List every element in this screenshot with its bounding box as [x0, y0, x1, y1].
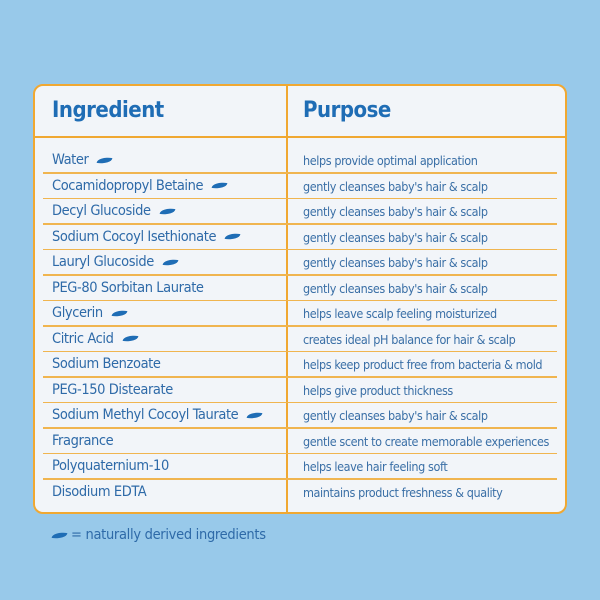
- table-row: PEG-150 Distearate helps give product thi…: [35, 378, 565, 404]
- ingredient-name: Cocamidopropyl Betaine: [52, 177, 228, 194]
- ingredient-label: PEG-80 Sorbitan Laurate: [52, 279, 204, 296]
- ingredient-name: Polyquaternium-10: [52, 458, 169, 474]
- purpose-text: helps give product thickness: [303, 382, 453, 398]
- ingredient-label: Citric Acid: [52, 330, 114, 347]
- ingredient-name: PEG-80 Sorbitan Laurate: [52, 280, 204, 296]
- purpose-text: gently cleanses baby's hair & scalp: [303, 178, 488, 194]
- purpose-column-header: Purpose: [303, 98, 391, 123]
- legend: = naturally derived ingredients: [51, 527, 266, 543]
- leaf-icon: [97, 155, 113, 165]
- purpose-text: maintains product freshness & quality: [303, 484, 503, 500]
- purpose-text: gently cleanses baby's hair & scalp: [303, 408, 488, 423]
- purpose-text: helps leave hair feeling soft: [303, 459, 448, 474]
- ingredient-label: Cocamidopropyl Betaine: [52, 177, 204, 194]
- column-divider: [286, 86, 288, 512]
- ingredient-label: Fragrance: [52, 432, 114, 449]
- table-row: Lauryl Glucoside gently cleanses baby's h…: [35, 250, 565, 276]
- ingredient-name: Citric Acid: [52, 331, 138, 347]
- table-row: Sodium Methyl Cocoyl Taurate gently clean…: [35, 403, 565, 429]
- ingredient-name: Water: [52, 152, 113, 168]
- table-row: Citric Acid creates ideal pH balance for …: [35, 327, 565, 353]
- ingredient-label: Polyquaternium-10: [52, 458, 169, 474]
- purpose-text: helps keep product free from bacteria & …: [303, 357, 543, 372]
- leaf-icon: [111, 308, 128, 318]
- ingredient-name: Fragrance: [52, 432, 114, 449]
- leaf-icon: [211, 180, 228, 191]
- leaf-icon: [122, 333, 138, 344]
- table-row: Decyl Glucoside gently cleanses baby's ha…: [35, 199, 565, 225]
- table-row: Disodium EDTA maintains product freshness…: [35, 480, 565, 506]
- ingredient-name: Lauryl Glucoside: [52, 254, 179, 270]
- ingredient-name: Sodium Methyl Cocoyl Taurate: [52, 407, 263, 423]
- purpose-text: gently cleanses baby's hair & scalp: [303, 204, 488, 219]
- leaf-icon: [246, 410, 263, 420]
- purpose-text: helps leave scalp feeling moisturized: [303, 306, 497, 321]
- purpose-text: gently cleanses baby's hair & scalp: [303, 229, 488, 245]
- table-row: PEG-80 Sorbitan Laurate gently cleanses b…: [35, 276, 565, 302]
- ingredients-table: Ingredient Purpose Water helps provide op…: [33, 84, 567, 514]
- ingredient-name: Glycerin: [52, 305, 128, 321]
- purpose-text: gently cleanses baby's hair & scalp: [303, 255, 488, 270]
- ingredient-label: Lauryl Glucoside: [52, 254, 154, 270]
- ingredient-label: Sodium Cocoyl Isethionate: [52, 228, 217, 245]
- purpose-text: gentle scent to create memorable experie…: [303, 433, 549, 449]
- ingredient-label: PEG-150 Distearate: [52, 381, 173, 398]
- table-row: Sodium Cocoyl Isethionate gently cleanses…: [35, 225, 565, 251]
- purpose-text: creates ideal pH balance for hair & scal…: [303, 331, 516, 347]
- ingredient-label: Glycerin: [52, 305, 103, 321]
- purpose-text: gently cleanses baby's hair & scalp: [303, 280, 488, 296]
- table-header: Ingredient Purpose: [35, 86, 565, 138]
- legend-text: = naturally derived ingredients: [71, 527, 266, 543]
- ingredient-name: Sodium Benzoate: [52, 356, 161, 372]
- table-row: Water helps provide optimal application: [35, 148, 565, 174]
- table-body: Water helps provide optimal application Co…: [35, 148, 565, 505]
- ingredient-label: Decyl Glucoside: [52, 203, 151, 219]
- ingredient-label: Sodium Benzoate: [52, 356, 161, 372]
- ingredient-label: Water: [52, 152, 89, 168]
- ingredient-column-header: Ingredient: [52, 98, 164, 123]
- table-row: Glycerin helps leave scalp feeling moistu…: [35, 301, 565, 327]
- leaf-icon: [162, 257, 179, 267]
- leaf-icon: [224, 231, 241, 242]
- ingredient-name: Disodium EDTA: [52, 483, 147, 500]
- leaf-icon: [51, 530, 68, 540]
- ingredient-label: Disodium EDTA: [52, 483, 147, 500]
- ingredient-name: PEG-150 Distearate: [52, 382, 173, 398]
- table-row: Sodium Benzoate helps keep product free f…: [35, 352, 565, 378]
- ingredient-name: Sodium Cocoyl Isethionate: [52, 228, 241, 245]
- leaf-icon: [159, 206, 176, 216]
- table-row: Cocamidopropyl Betaine gently cleanses ba…: [35, 174, 565, 200]
- table-row: Polyquaternium-10 helps leave hair feelin…: [35, 454, 565, 480]
- purpose-text: helps provide optimal application: [303, 153, 478, 168]
- ingredient-label: Sodium Methyl Cocoyl Taurate: [52, 407, 239, 423]
- ingredient-name: Decyl Glucoside: [52, 203, 176, 219]
- table-row: Fragrance gentle scent to create memorabl…: [35, 429, 565, 455]
